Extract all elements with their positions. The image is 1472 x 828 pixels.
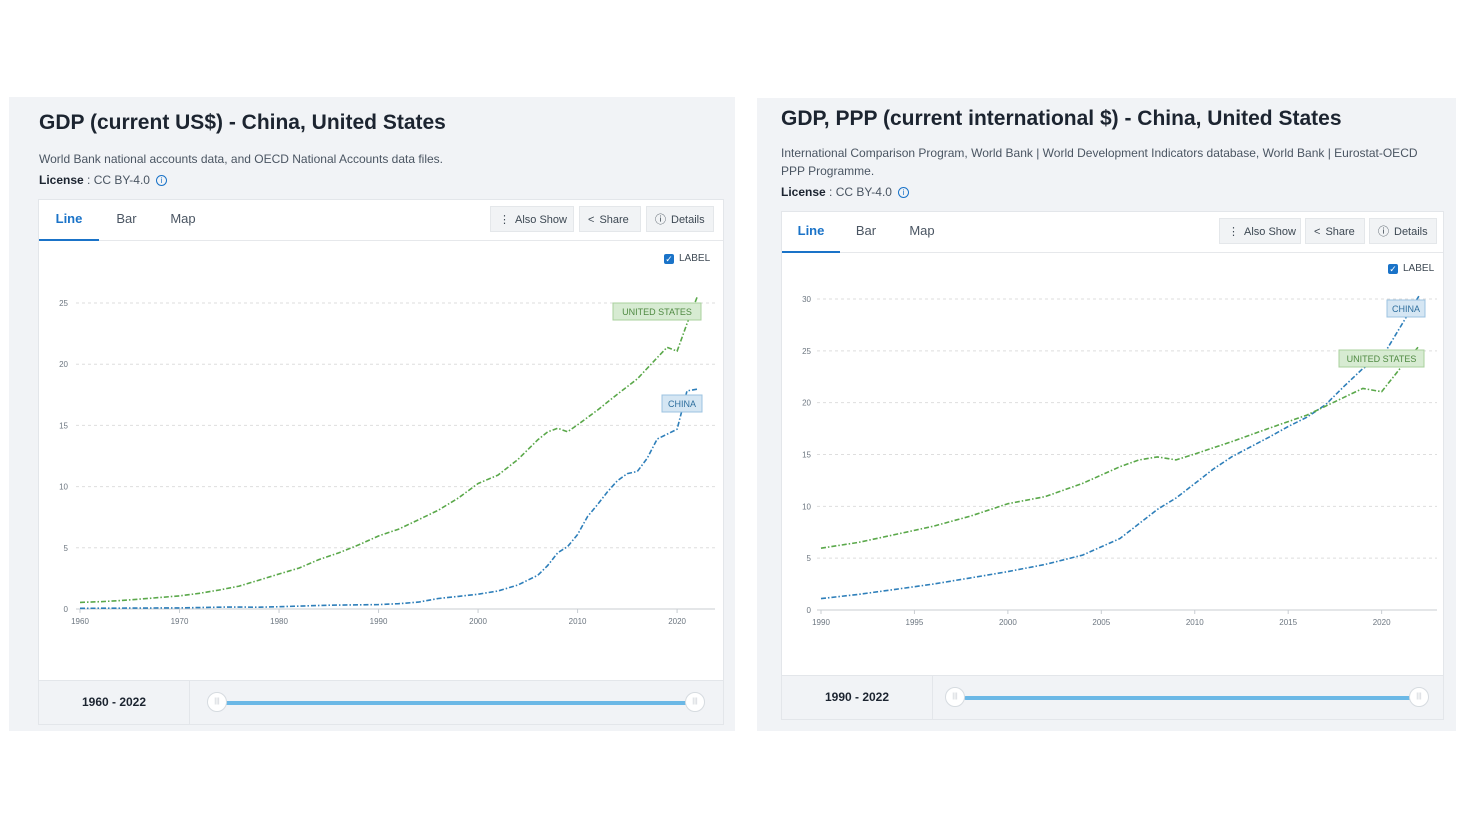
license-label: License: [39, 173, 84, 187]
tab-line[interactable]: Line: [39, 200, 99, 241]
tab-bar[interactable]: Bar: [855, 223, 877, 238]
share-label: Share: [1325, 226, 1355, 238]
chart-title: GDP (current US$) - China, United States: [39, 111, 446, 134]
range-end-handle[interactable]: |||: [1409, 687, 1429, 707]
y-tick-label: 0: [64, 605, 69, 614]
series-label-box: [612, 302, 702, 321]
range-end-handle[interactable]: |||: [685, 692, 705, 712]
vertical-dots-icon: ⋮: [499, 214, 510, 226]
year-range-label: 1990 - 2022: [782, 676, 933, 719]
chart-source: International Comparison Program, World …: [781, 146, 1418, 178]
x-tick-label: 1990: [812, 618, 830, 627]
y-tick-label: 25: [59, 299, 68, 308]
y-tick-label: 5: [64, 544, 69, 553]
details-label: Details: [1394, 226, 1428, 238]
info-circle-icon: ⓘ: [655, 214, 666, 226]
y-tick-label: 20: [802, 399, 811, 408]
chart-tabs: Line Bar Map ⋮ Also Show < Share ⓘ Details: [782, 212, 1443, 253]
license-value: : CC BY-4.0: [83, 173, 150, 187]
chart-tabs: Line Bar Map ⋮ Also Show < Share ⓘ Details: [39, 200, 723, 241]
y-tick-label: 15: [802, 451, 811, 460]
tab-map[interactable]: Map: [170, 211, 196, 226]
series-line-china[interactable]: [79, 388, 698, 610]
series-label: CHINA: [668, 399, 696, 409]
share-icon: <: [588, 214, 595, 226]
x-tick-label: 1970: [171, 617, 189, 626]
chart-card: Line Bar Map ⋮ Also Show < Share ⓘ Details …: [38, 199, 724, 725]
y-tick-label: 25: [802, 347, 811, 356]
license-label: License: [781, 185, 826, 199]
x-tick-label: 2020: [668, 617, 686, 626]
label-toggle[interactable]: ✓ LABEL: [664, 253, 710, 264]
y-tick-label: 15: [59, 421, 68, 430]
chart-card: Line Bar Map ⋮ Also Show < Share ⓘ Details …: [781, 211, 1444, 720]
series-label: CHINA: [1392, 304, 1420, 314]
also-show-label: Also Show: [515, 214, 567, 226]
x-tick-label: 2010: [569, 617, 587, 626]
series-label: UNITED STATES: [1347, 354, 1417, 364]
details-label: Details: [671, 214, 705, 226]
x-tick-label: 1995: [906, 618, 924, 627]
range-start-handle[interactable]: |||: [945, 687, 965, 707]
info-icon[interactable]: i: [155, 175, 167, 186]
series-label-box: [661, 394, 703, 413]
details-button[interactable]: ⓘ Details: [1369, 218, 1437, 244]
range-footer: 1990 - 2022 ||| |||: [782, 675, 1443, 719]
series-label-box: [1386, 299, 1426, 318]
range-start-handle[interactable]: |||: [207, 692, 227, 712]
also-show-label: Also Show: [1244, 226, 1296, 238]
x-tick-label: 2000: [469, 617, 487, 626]
series-label-box: [1338, 349, 1425, 368]
also-show-button[interactable]: ⋮ Also Show: [490, 206, 574, 232]
y-tick-label: 10: [802, 502, 811, 511]
chart-panel-gdp-current-usd: GDP (current US$) - China, United States…: [9, 97, 735, 731]
share-button[interactable]: < Share: [579, 206, 641, 232]
y-tick-label: 30: [802, 295, 811, 304]
series-line-china[interactable]: [820, 295, 1420, 600]
label-toggle-text: LABEL: [1403, 263, 1435, 274]
series-label: UNITED STATES: [622, 307, 692, 317]
license-line: License : CC BY-4.0 i: [39, 173, 167, 187]
license-value: : CC BY-4.0: [825, 185, 892, 199]
checkbox-checked-icon[interactable]: ✓: [664, 254, 674, 264]
chart-panel-gdp-ppp: GDP, PPP (current international $) - Chi…: [757, 98, 1456, 731]
label-toggle-text: LABEL: [679, 253, 711, 264]
vertical-dots-icon: ⋮: [1228, 226, 1239, 238]
details-button[interactable]: ⓘ Details: [646, 206, 714, 232]
share-button[interactable]: < Share: [1305, 218, 1365, 244]
x-tick-label: 1960: [71, 617, 89, 626]
line-chart: 0 5 10 15 20 25 1960 1970 1980 1990 2000 2010 2020 UN…: [59, 297, 715, 626]
x-tick-label: 1980: [270, 617, 288, 626]
share-icon: <: [1314, 226, 1321, 238]
x-tick-label: 2005: [1092, 618, 1110, 627]
line-chart: 0 5 10 15 20 25 30 1990 1995 2000 2005 2010 2015 2020…: [802, 295, 1437, 627]
x-tick-label: 2000: [999, 618, 1017, 627]
tab-bar[interactable]: Bar: [116, 211, 137, 226]
y-tick-label: 0: [807, 606, 812, 615]
range-slider-track[interactable]: [217, 701, 695, 705]
checkbox-checked-icon[interactable]: ✓: [1388, 264, 1398, 274]
y-tick-label: 10: [59, 483, 68, 492]
info-icon[interactable]: i: [897, 187, 909, 198]
also-show-button[interactable]: ⋮ Also Show: [1219, 218, 1301, 244]
series-line-united-states[interactable]: [820, 345, 1420, 549]
chart-title: GDP, PPP (current international $) - Chi…: [781, 107, 1342, 130]
year-range-label: 1960 - 2022: [39, 681, 190, 724]
x-tick-label: 1990: [370, 617, 388, 626]
range-slider-track[interactable]: [964, 696, 1419, 700]
series-line-united-states[interactable]: [79, 297, 698, 604]
label-toggle[interactable]: ✓ LABEL: [1388, 263, 1434, 274]
tab-map[interactable]: Map: [909, 223, 935, 238]
share-label: Share: [599, 214, 629, 226]
y-tick-label: 20: [59, 360, 68, 369]
chart-source: World Bank national accounts data, and O…: [39, 152, 444, 166]
y-tick-label: 5: [807, 554, 812, 563]
x-tick-label: 2015: [1279, 618, 1297, 627]
x-tick-label: 2010: [1186, 618, 1204, 627]
tab-line[interactable]: Line: [782, 212, 840, 253]
info-circle-icon: ⓘ: [1378, 226, 1389, 238]
x-tick-label: 2020: [1373, 618, 1391, 627]
license-line: License : CC BY-4.0 i: [781, 185, 909, 199]
range-footer: 1960 - 2022 ||| |||: [39, 680, 723, 724]
